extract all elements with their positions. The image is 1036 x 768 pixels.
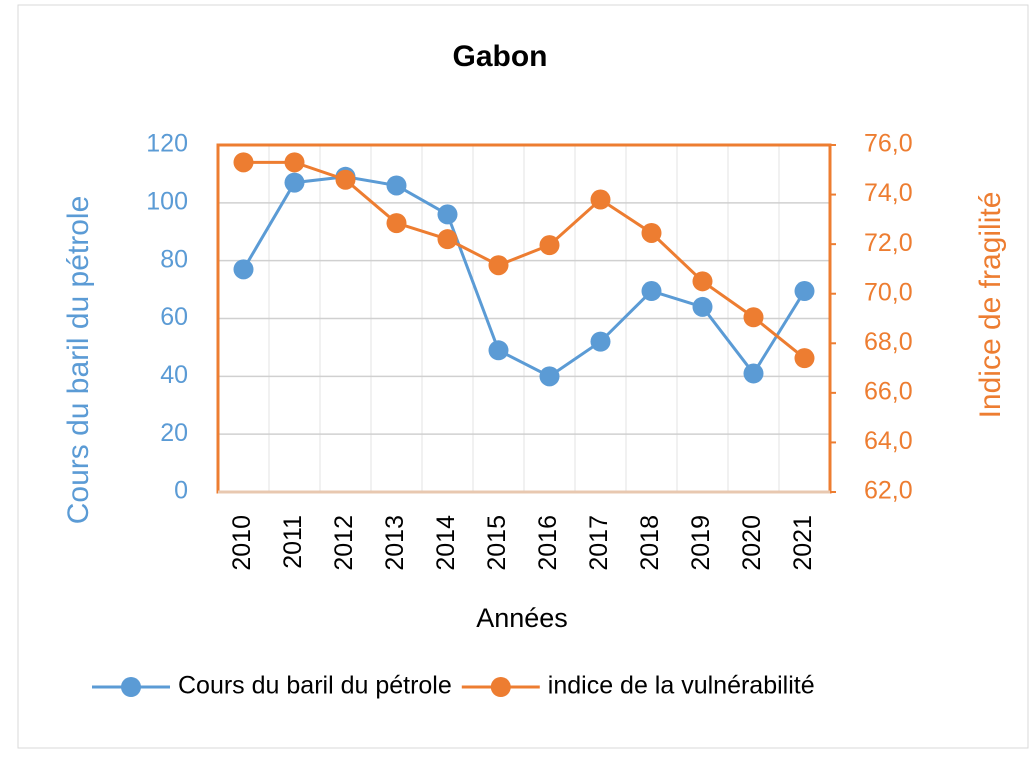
legend-label: Cours du baril du pétrole — [178, 672, 452, 700]
data-point — [539, 366, 560, 387]
y2-tick-label: 64,0 — [864, 427, 913, 455]
data-point — [284, 172, 305, 193]
y-tick-label: 120 — [146, 130, 188, 158]
y-tick-label: 80 — [160, 245, 188, 273]
x-tick-label: 2011 — [279, 515, 307, 569]
y2-tick-label: 72,0 — [864, 229, 913, 257]
data-point — [794, 281, 815, 302]
data-point — [386, 175, 407, 196]
x-tick-label: 2015 — [483, 515, 511, 571]
y2-tick-label: 76,0 — [864, 130, 913, 158]
x-tick-label: 2017 — [585, 515, 613, 571]
y-axis-title: Cours du baril du pétrole — [62, 196, 95, 525]
x-tick-label: 2020 — [738, 515, 766, 571]
data-point — [437, 204, 458, 225]
data-point — [641, 281, 662, 302]
x-tick-label: 2016 — [534, 515, 562, 571]
data-point — [692, 296, 713, 317]
y2-tick-label: 74,0 — [864, 179, 913, 207]
x-axis-title: Années — [476, 603, 568, 633]
x-tick-label: 2018 — [636, 515, 664, 571]
y-tick-label: 60 — [160, 303, 188, 331]
x-tick-label: 2014 — [432, 515, 460, 571]
y2-tick-label: 68,0 — [864, 328, 913, 356]
data-point — [743, 307, 764, 328]
x-tick-label: 2012 — [330, 515, 358, 571]
data-point — [437, 229, 458, 250]
data-point — [284, 152, 305, 173]
x-tick-label: 2013 — [381, 515, 409, 571]
data-point — [794, 348, 815, 369]
y-tick-label: 100 — [146, 187, 188, 215]
data-point — [488, 255, 509, 276]
y2-tick-label: 70,0 — [864, 278, 913, 306]
data-point — [335, 169, 356, 190]
data-point — [641, 222, 662, 243]
data-point — [743, 363, 764, 384]
data-point — [590, 189, 611, 210]
x-tick-label: 2019 — [687, 515, 715, 571]
y2-tick-label: 62,0 — [864, 477, 913, 505]
x-tick-label: 2010 — [228, 515, 256, 571]
data-point — [692, 271, 713, 292]
y2-tick-label: 66,0 — [864, 377, 913, 405]
data-point — [233, 152, 254, 173]
legend-marker — [121, 677, 141, 697]
data-point — [233, 259, 254, 280]
legend-marker — [490, 677, 511, 697]
data-point — [590, 331, 611, 352]
y-tick-label: 40 — [160, 361, 188, 389]
data-point — [539, 235, 560, 256]
y2-axis-title: Indice de fragilité — [974, 192, 1007, 419]
y-tick-label: 20 — [160, 419, 188, 447]
data-point — [488, 340, 509, 361]
data-point — [386, 213, 407, 234]
chart-title: Gabon — [453, 40, 548, 73]
y-tick-label: 0 — [174, 477, 188, 505]
legend-label: indice de la vulnérabilité — [548, 672, 815, 700]
x-tick-label: 2021 — [789, 515, 817, 571]
